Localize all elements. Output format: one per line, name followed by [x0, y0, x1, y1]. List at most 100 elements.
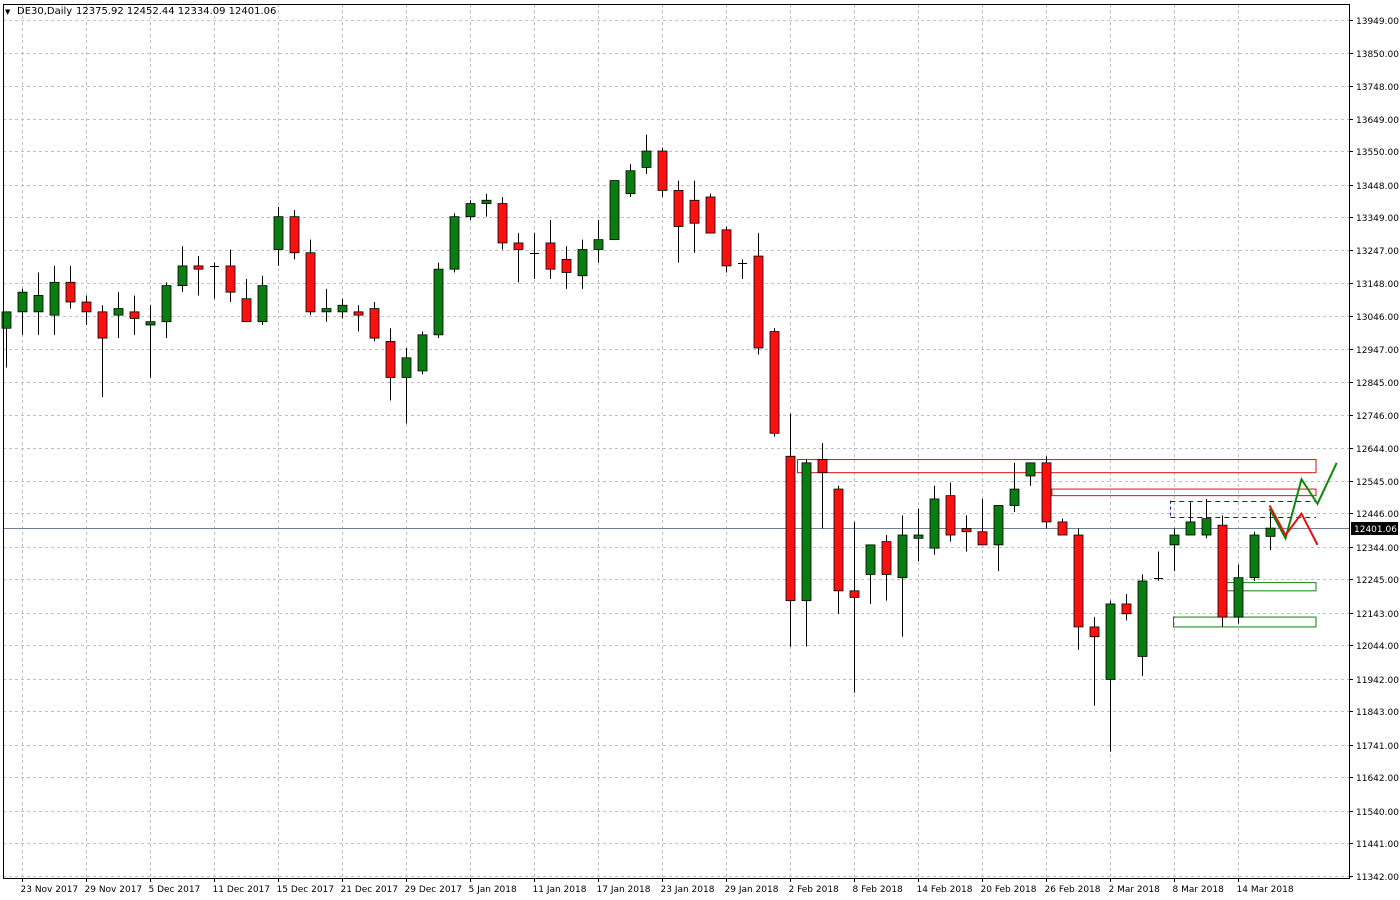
- candle: [513, 233, 524, 283]
- candle: [609, 180, 620, 241]
- candle-body-bull: [337, 304, 348, 313]
- price-tick-label: 11741.00: [1356, 742, 1399, 752]
- candle: [17, 288, 28, 335]
- candle: [481, 193, 492, 217]
- time-axis[interactable]: 23 Nov 2017 29 Nov 2017 5 Dec 2017 11 Dec 2…: [21, 878, 1294, 895]
- candle: [401, 347, 412, 424]
- candle: [497, 196, 508, 250]
- candle: [1233, 564, 1244, 624]
- candle: [1169, 528, 1180, 572]
- candle-body-bear: [785, 455, 796, 602]
- candle: [305, 239, 316, 316]
- candle-body-bear: [497, 203, 508, 244]
- candle: [913, 508, 924, 562]
- candle-body-bear: [977, 531, 988, 546]
- menu-chevron-icon[interactable]: ▼: [5, 8, 11, 16]
- time-tick-label: 17 Jan 2018: [597, 885, 651, 895]
- candle: [530, 233, 539, 280]
- candle-body-bear: [65, 281, 76, 303]
- candle-body-bull: [1169, 534, 1180, 546]
- candle: [273, 206, 284, 266]
- candle-body-bear: [945, 495, 956, 536]
- candle-body-bull: [273, 216, 284, 250]
- time-tick-label: 15 Dec 2017: [277, 885, 335, 895]
- candle-body-bull: [161, 285, 172, 323]
- candle-body-bear: [225, 265, 236, 293]
- price-tick-label: 13148.00: [1356, 280, 1399, 290]
- candle: [1105, 600, 1116, 752]
- candle: [673, 180, 684, 263]
- candle-body-bear: [289, 216, 300, 254]
- price-tick-label: 11342.00: [1356, 873, 1399, 883]
- price-tick-label: 12344.00: [1356, 544, 1399, 554]
- candle: [593, 219, 604, 263]
- candle: [1009, 462, 1020, 513]
- candle-body-bear: [1121, 603, 1132, 615]
- candle-body-bear: [1073, 534, 1084, 628]
- price-tick-label: 13649.00: [1356, 116, 1399, 126]
- candle: [641, 134, 652, 175]
- time-tick-label: 2 Mar 2018: [1109, 885, 1161, 895]
- candle: [689, 180, 700, 253]
- candle: [369, 302, 380, 342]
- candle-body-bull: [625, 170, 636, 195]
- candle-body-bull: [433, 268, 444, 336]
- candle-body-bear: [881, 541, 892, 575]
- candle: [769, 328, 780, 437]
- candle: [385, 328, 396, 401]
- candle-body-bear: [241, 298, 252, 323]
- candle: [1265, 511, 1276, 551]
- candle: [129, 295, 140, 335]
- price-tick-label: 11441.00: [1356, 840, 1399, 850]
- candle-body-bear: [961, 528, 972, 533]
- candle-body-bear: [705, 196, 716, 234]
- candle: [225, 249, 236, 303]
- candle: [210, 262, 219, 299]
- candle: [113, 292, 124, 339]
- candle-body-bull: [417, 334, 428, 372]
- candle: [65, 265, 76, 309]
- candle: [897, 515, 908, 637]
- time-tick-label: 29 Jan 2018: [725, 885, 779, 895]
- plot-border: [3, 4, 1350, 879]
- candle-body-bear: [1057, 521, 1068, 536]
- candle: [81, 295, 92, 325]
- candle: [1217, 515, 1228, 627]
- candle-body-bull: [481, 199, 492, 204]
- candle-body-bear: [689, 199, 700, 224]
- candle-body-bear: [721, 229, 732, 267]
- price-tick-label: 13949.00: [1356, 17, 1399, 27]
- candle-body-bear: [97, 311, 108, 339]
- price-tick-label: 12845.00: [1356, 379, 1399, 389]
- candle: [1185, 502, 1196, 536]
- candle: [353, 305, 364, 332]
- candle: [561, 246, 572, 289]
- time-tick-label: 2 Feb 2018: [789, 885, 840, 895]
- candle-body-bear: [353, 311, 364, 316]
- projection-up: [1268, 462, 1338, 541]
- price-tick-label: 13247.00: [1356, 247, 1399, 257]
- chart-header: ▼ DE30,Daily 12375.92 12452.44 12334.09 …: [5, 6, 276, 17]
- candles-layer: [1, 134, 1276, 752]
- candle-body-bull: [1137, 580, 1148, 657]
- candle-body-bull: [993, 505, 1004, 546]
- current-price-box: [1351, 522, 1398, 535]
- time-tick-label: 11 Dec 2017: [213, 885, 271, 895]
- candle-body-bull: [17, 291, 28, 313]
- candle-body-bear: [129, 311, 140, 319]
- candle-body-bear: [673, 190, 684, 227]
- candle: [961, 515, 972, 552]
- candle-body-bear: [833, 488, 844, 592]
- candle-body-bull: [897, 534, 908, 579]
- price-axis[interactable]: 13949.00 13850.00 13748.00 13649.00 13550.00…: [1349, 17, 1399, 883]
- candle: [1073, 528, 1084, 650]
- price-tick-label: 11642.00: [1356, 774, 1399, 784]
- candle: [449, 213, 460, 273]
- candle: [241, 279, 252, 323]
- price-tick-label: 13550.00: [1356, 148, 1399, 158]
- candle-body-bull: [145, 321, 156, 326]
- candle-body-bull: [1265, 527, 1276, 537]
- candle: [849, 521, 860, 693]
